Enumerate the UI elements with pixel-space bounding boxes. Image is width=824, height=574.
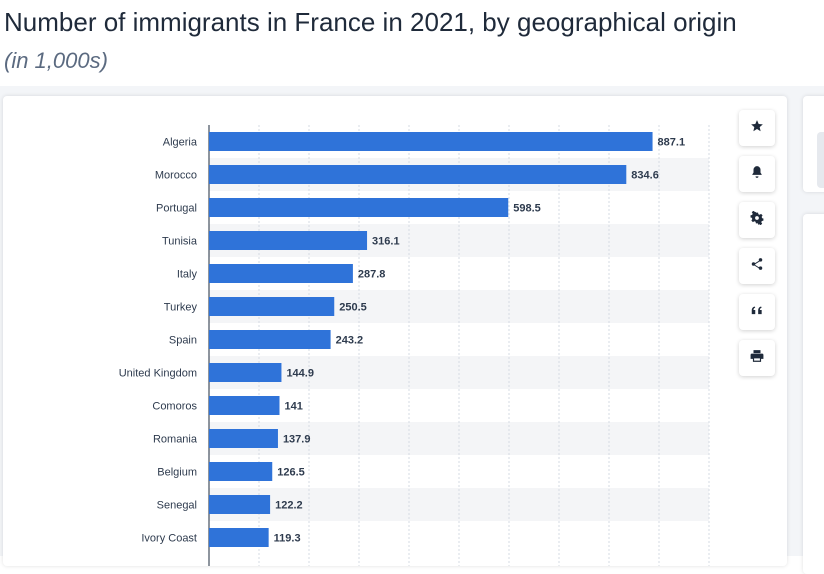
category-label: Romania <box>153 434 198 446</box>
value-label: 287.8 <box>358 269 386 281</box>
print-icon <box>750 349 764 368</box>
star-icon <box>750 119 764 138</box>
category-label: Morocco <box>155 170 197 182</box>
bar-chart: Algeria 887.1 Morocco 834.6 Portugal 598.5 Tun… <box>119 125 710 566</box>
row-stripe <box>209 356 709 389</box>
side-panel-button[interactable] <box>817 132 824 188</box>
category-label: Turkey <box>164 302 198 314</box>
category-label: Spain <box>169 335 197 347</box>
value-label: 834.6 <box>631 170 659 182</box>
category-label: Belgium <box>157 467 197 479</box>
bar-romania <box>209 429 278 448</box>
category-label: Senegal <box>157 500 197 512</box>
bar-portugal <box>209 198 509 217</box>
bar-turkey <box>209 297 335 316</box>
bar-belgium <box>209 462 273 481</box>
side-panel-card-top <box>803 96 824 192</box>
side-panel-card-info <box>803 214 824 574</box>
quote-icon <box>750 303 764 322</box>
bar-tunisia <box>209 231 368 250</box>
gear-icon <box>750 210 764 230</box>
category-label: Tunisia <box>162 236 198 248</box>
value-label: 119.3 <box>274 533 301 545</box>
share-button[interactable] <box>739 248 775 284</box>
bar-spain <box>209 330 331 349</box>
value-label: 122.2 <box>275 500 303 512</box>
bookmark-button[interactable] <box>739 110 775 146</box>
value-label: 598.5 <box>513 203 541 215</box>
bar-italy <box>209 264 353 283</box>
cite-button[interactable] <box>739 294 775 330</box>
value-label: 243.2 <box>336 335 364 347</box>
bar-morocco <box>209 165 627 184</box>
value-label: 250.5 <box>339 302 367 314</box>
value-label: 887.1 <box>658 137 686 149</box>
share-icon <box>750 257 764 276</box>
chart-card: Algeria 887.1 Morocco 834.6 Portugal 598.5 Tun… <box>3 96 787 566</box>
bar-united-kingdom <box>209 363 282 382</box>
settings-button[interactable] <box>739 202 775 238</box>
category-label: Ivory Coast <box>141 533 197 545</box>
value-label: 126.5 <box>277 467 305 479</box>
value-label: 141 <box>285 401 303 413</box>
category-label: Algeria <box>163 137 198 149</box>
print-button[interactable] <box>739 340 775 376</box>
notification-button[interactable] <box>739 156 775 192</box>
category-label: Italy <box>177 269 198 281</box>
category-label: United Kingdom <box>119 368 197 380</box>
bar-comoros <box>209 396 280 415</box>
bar-senegal <box>209 495 271 514</box>
page-title: Number of immigrants in France in 2021, … <box>4 7 737 37</box>
page-subtitle: (in 1,000s) <box>4 48 108 73</box>
category-label: Comoros <box>152 401 197 413</box>
bar-algeria <box>209 132 653 151</box>
value-label: 144.9 <box>286 368 314 380</box>
category-label: Portugal <box>156 203 197 215</box>
value-label: 137.9 <box>283 434 311 446</box>
bell-icon <box>750 165 764 184</box>
value-label: 316.1 <box>372 236 400 248</box>
bar-ivory-coast <box>209 528 269 547</box>
